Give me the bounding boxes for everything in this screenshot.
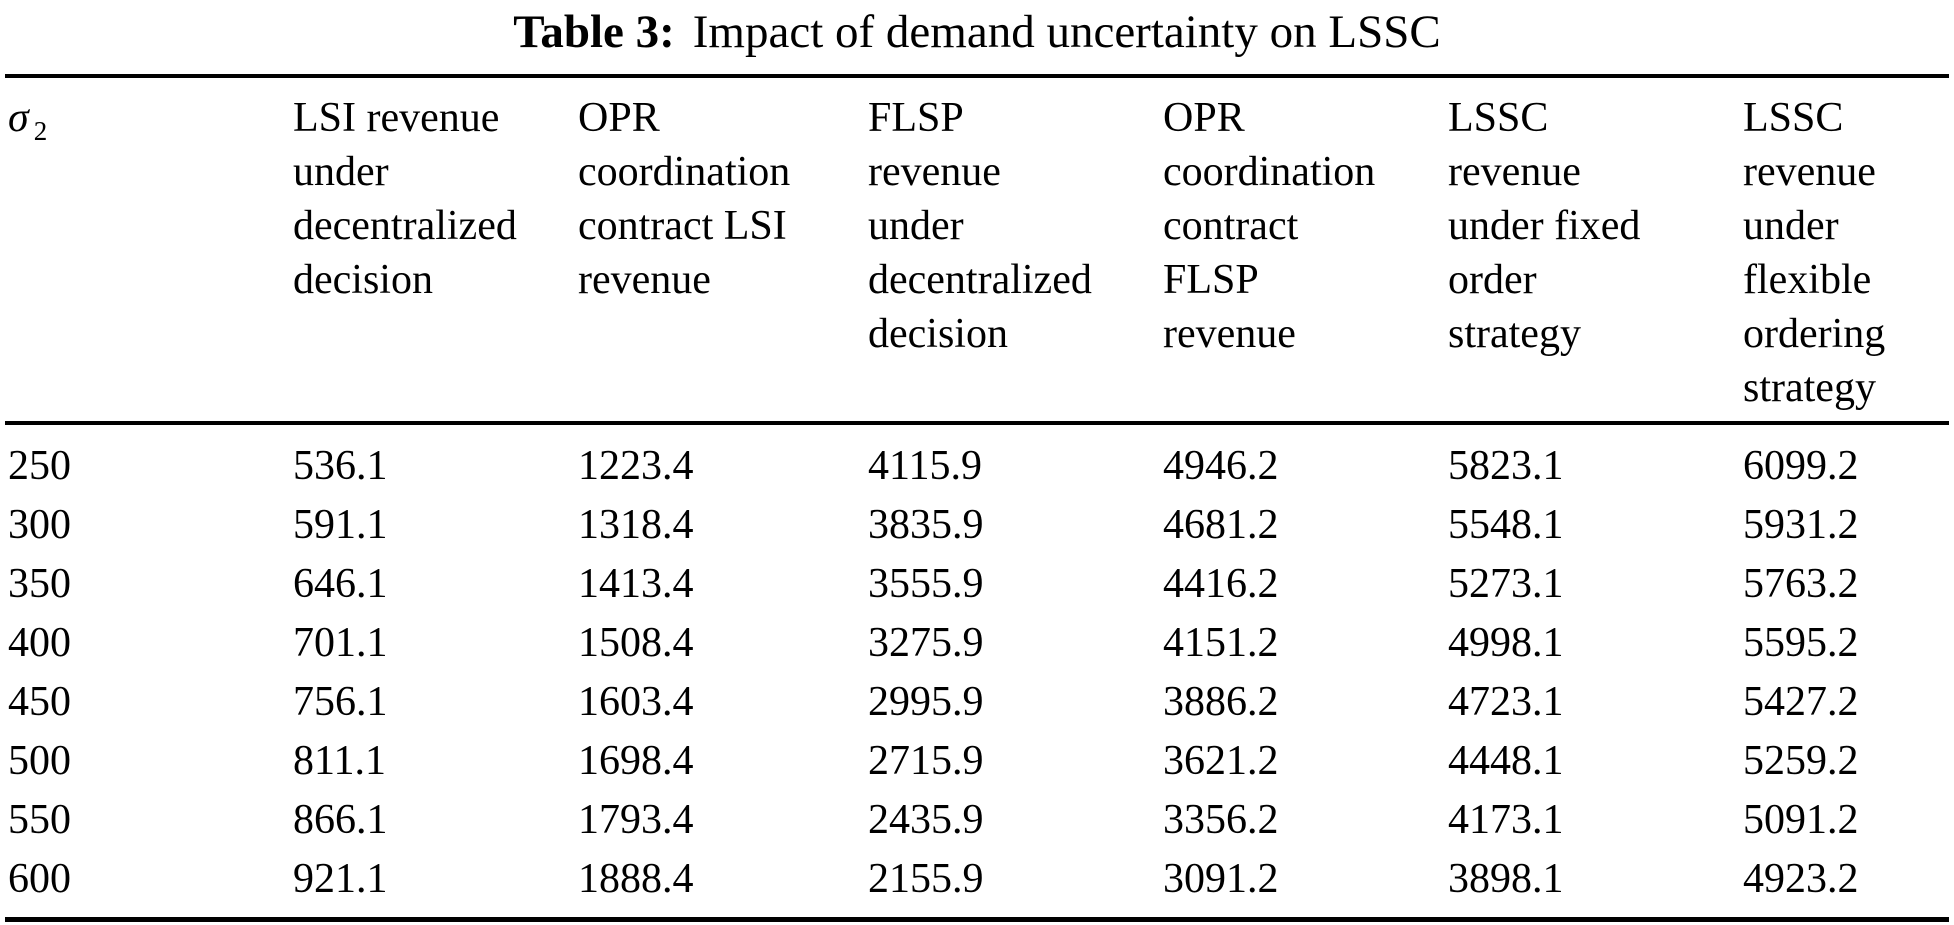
cell-sigma: 450: [8, 679, 71, 725]
cell-value: 2995.9: [868, 679, 984, 725]
cell-sigma: 400: [8, 620, 71, 666]
header-opr-contract-lsi-revenue: OPR coordination contract LSI revenue: [575, 76, 865, 425]
cell-sigma: 350: [8, 561, 71, 607]
cell-value: 1698.4: [578, 738, 694, 784]
cell-value: 5427.2: [1743, 679, 1859, 725]
cell-sigma: 600: [8, 856, 71, 902]
sigma-subscript: 2: [33, 116, 48, 147]
cell-value: 2155.9: [868, 856, 984, 902]
cell-value: 3275.9: [868, 620, 984, 666]
table-row: 250 536.1 1223.4 4115.9 4946.2 5823.1 60…: [5, 423, 1949, 496]
cell-value: 1888.4: [578, 856, 694, 902]
cell-value: 3621.2: [1163, 738, 1279, 784]
cell-value: 4173.1: [1448, 797, 1564, 843]
header-lssc-revenue-flexible-ordering: LSSC revenue under flexible ordering str…: [1740, 76, 1949, 425]
cell-value: 1318.4: [578, 502, 694, 548]
table-caption-label: Table 3:: [513, 6, 675, 58]
cell-value: 3898.1: [1448, 856, 1564, 902]
cell-value: 5823.1: [1448, 443, 1564, 489]
cell-value: 5931.2: [1743, 502, 1859, 548]
table-row: 350 646.1 1413.4 3555.9 4416.2 5273.1 57…: [5, 555, 1949, 614]
cell-value: 4923.2: [1743, 856, 1859, 902]
header-opr-contract-flsp-revenue: OPR coordination contract FLSP revenue: [1160, 76, 1445, 425]
cell-value: 3886.2: [1163, 679, 1279, 725]
table-row: 300 591.1 1318.4 3835.9 4681.2 5548.1 59…: [5, 496, 1949, 555]
cell-value: 591.1: [293, 502, 388, 548]
header-flsp-revenue-decentralized: FLSP revenue under decentralized decisio…: [865, 76, 1160, 425]
cell-value: 921.1: [293, 856, 388, 902]
cell-sigma: 500: [8, 738, 71, 784]
cell-value: 4723.1: [1448, 679, 1564, 725]
cell-value: 3356.2: [1163, 797, 1279, 843]
cell-sigma: 550: [8, 797, 71, 843]
cell-value: 3091.2: [1163, 856, 1279, 902]
cell-value: 536.1: [293, 443, 388, 489]
header-lsi-revenue-decentralized: LSI revenue under decentralized decision: [290, 76, 575, 425]
table-row: 400 701.1 1508.4 3275.9 4151.2 4998.1 55…: [5, 614, 1949, 673]
cell-value: 5548.1: [1448, 502, 1564, 548]
cell-value: 3555.9: [868, 561, 984, 607]
cell-value: 646.1: [293, 561, 388, 607]
table-row: 450 756.1 1603.4 2995.9 3886.2 4723.1 54…: [5, 673, 1949, 732]
cell-value: 1603.4: [578, 679, 694, 725]
sigma-symbol: σ: [8, 95, 29, 141]
cell-value: 811.1: [293, 738, 386, 784]
cell-value: 4946.2: [1163, 443, 1279, 489]
cell-value: 4416.2: [1163, 561, 1279, 607]
table-row: 550 866.1 1793.4 2435.9 3356.2 4173.1 50…: [5, 791, 1949, 850]
cell-value: 2435.9: [868, 797, 984, 843]
cell-value: 4115.9: [868, 443, 982, 489]
cell-value: 5763.2: [1743, 561, 1859, 607]
cell-value: 4448.1: [1448, 738, 1564, 784]
cell-value: 1223.4: [578, 443, 694, 489]
cell-value: 5259.2: [1743, 738, 1859, 784]
table-caption-text: Impact of demand uncertainty on LSSC: [692, 6, 1441, 58]
cell-value: 6099.2: [1743, 443, 1859, 489]
cell-value: 5273.1: [1448, 561, 1564, 607]
header-lssc-revenue-fixed-order: LSSC revenue under fixed order strategy: [1445, 76, 1740, 425]
cell-value: 2715.9: [868, 738, 984, 784]
cell-value: 1508.4: [578, 620, 694, 666]
table-row: 500 811.1 1698.4 2715.9 3621.2 4448.1 52…: [5, 732, 1949, 791]
cell-value: 4998.1: [1448, 620, 1564, 666]
cell-value: 1413.4: [578, 561, 694, 607]
cell-value: 4681.2: [1163, 502, 1279, 548]
cell-value: 5091.2: [1743, 797, 1859, 843]
cell-sigma: 250: [8, 443, 71, 489]
cell-value: 756.1: [293, 679, 388, 725]
cell-sigma: 300: [8, 502, 71, 548]
table-row: 600 921.1 1888.4 2155.9 3091.2 3898.1 49…: [5, 850, 1949, 920]
cell-value: 866.1: [293, 797, 388, 843]
cell-value: 3835.9: [868, 502, 984, 548]
table-caption: Table 3: Impact of demand uncertainty on …: [0, 0, 1954, 58]
table-body: 250 536.1 1223.4 4115.9 4946.2 5823.1 60…: [5, 423, 1949, 920]
cell-value: 5595.2: [1743, 620, 1859, 666]
cell-value: 1793.4: [578, 797, 694, 843]
cell-value: 701.1: [293, 620, 388, 666]
cell-value: 4151.2: [1163, 620, 1279, 666]
